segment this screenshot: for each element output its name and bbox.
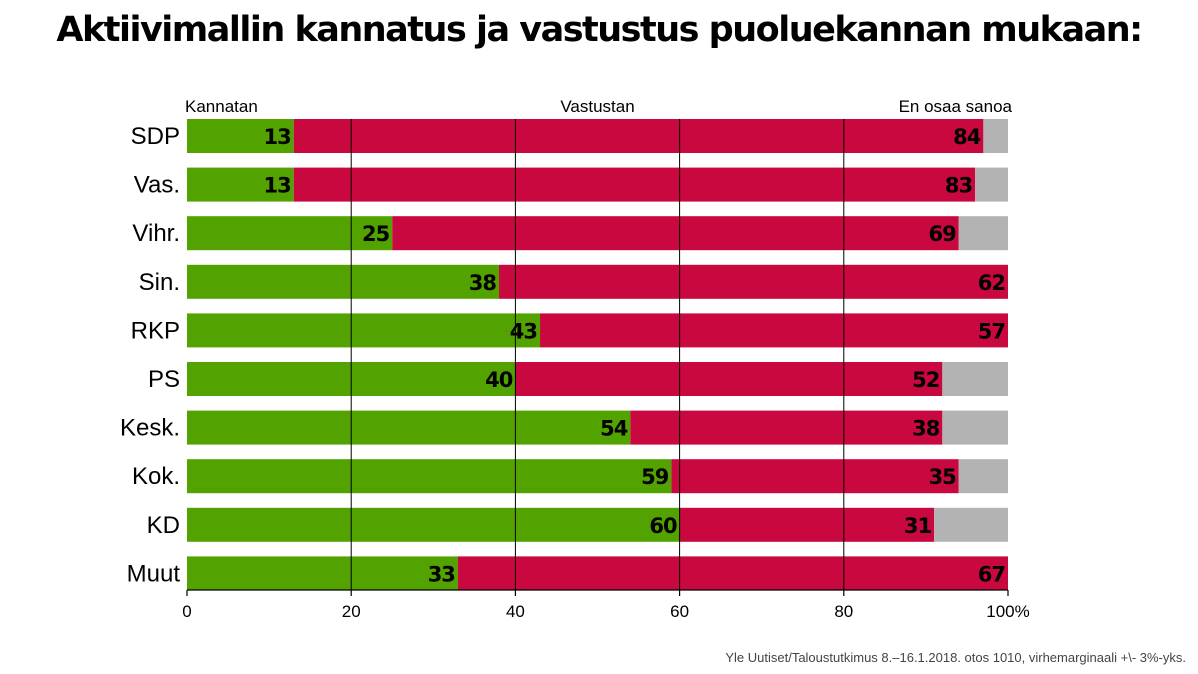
oppose-bar (293, 119, 984, 153)
oppose-value-label: 57 (978, 319, 1005, 343)
category-labels: SDP Vas. Vihr. Sin. RKP PS Kesk. Kok. KD Muut (120, 123, 180, 587)
x-axis: 0 20 40 60 80 100% (182, 589, 1030, 621)
oppose-bar (498, 264, 1008, 299)
oppose-value-label: 38 (912, 417, 940, 441)
category-label: Vas. (134, 172, 180, 199)
oppose-bar (392, 216, 959, 251)
support-value-label: 38 (469, 271, 497, 295)
category-label: Vihr. (132, 220, 180, 247)
support-value-label: 59 (641, 465, 669, 489)
oppose-value-label: 67 (978, 562, 1005, 586)
support-value-label: 43 (510, 319, 537, 343)
oppose-value-label: 31 (904, 514, 932, 538)
category-label: Sin. (139, 269, 180, 296)
support-value-label: 40 (485, 368, 513, 392)
tick-label: 20 (342, 602, 361, 621)
oppose-value-label: 52 (912, 368, 939, 392)
dont-know-bar (975, 167, 1008, 202)
category-label: PS (148, 366, 180, 393)
dont-know-bar (934, 507, 1008, 542)
support-value-label: 33 (428, 562, 455, 586)
oppose-value-label: 35 (929, 465, 957, 489)
support-bar (187, 556, 458, 591)
header-support: Kannatan (185, 97, 258, 116)
support-bar (187, 313, 541, 348)
source-note: Yle Uutiset/Taloustutkimus 8.–16.1.2018.… (725, 650, 1186, 665)
oppose-bar (457, 556, 1008, 591)
category-label: KD (147, 512, 180, 539)
oppose-value-label: 62 (978, 271, 1005, 295)
support-bar (187, 264, 499, 299)
bars (187, 119, 1008, 591)
support-value-label: 54 (600, 417, 628, 441)
support-value-label: 60 (649, 514, 677, 538)
dont-know-bar (958, 459, 1008, 494)
support-value-label: 13 (263, 125, 290, 149)
category-label: RKP (131, 317, 180, 344)
support-value-label: 25 (362, 222, 390, 246)
oppose-value-label: 83 (945, 174, 972, 198)
oppose-bar (671, 459, 959, 494)
series-headers: Kannatan Vastustan En osaa sanoa (185, 97, 1013, 116)
support-bar (187, 459, 672, 494)
category-label: Muut (127, 560, 181, 587)
oppose-bar (540, 313, 1008, 348)
support-bar (187, 410, 631, 445)
oppose-bar (630, 410, 943, 445)
oppose-value-label: 69 (929, 222, 957, 246)
gridlines (350, 119, 845, 590)
tick-label: 80 (834, 602, 853, 621)
support-value-label: 13 (263, 174, 290, 198)
header-dont-know: En osaa sanoa (899, 97, 1013, 116)
dont-know-bar (983, 119, 1008, 153)
tick-label: 60 (670, 602, 689, 621)
oppose-bar (515, 362, 943, 396)
support-bar (187, 167, 294, 202)
support-bar (187, 216, 393, 251)
dont-know-bar (942, 410, 1008, 445)
dont-know-bar (942, 362, 1008, 396)
chart-title: Aktiivimallin kannatus ja vastustus puol… (56, 10, 1143, 50)
category-label: SDP (131, 123, 180, 150)
support-bar (187, 507, 680, 542)
tick-label: 100% (986, 602, 1029, 621)
support-bar (187, 119, 294, 153)
oppose-bar (293, 167, 976, 202)
tick-label: 40 (506, 602, 525, 621)
header-oppose: Vastustan (560, 97, 634, 116)
dont-know-bar (958, 216, 1008, 251)
data-labels: 13 84 13 83 25 69 38 62 43 57 40 52 54 38 59 35 60 31 33 67 (263, 125, 1006, 586)
oppose-bar (679, 507, 935, 542)
oppose-value-label: 84 (953, 125, 981, 149)
category-label: Kesk. (120, 415, 180, 442)
category-label: Kok. (132, 463, 180, 490)
tick-label: 0 (182, 602, 191, 621)
